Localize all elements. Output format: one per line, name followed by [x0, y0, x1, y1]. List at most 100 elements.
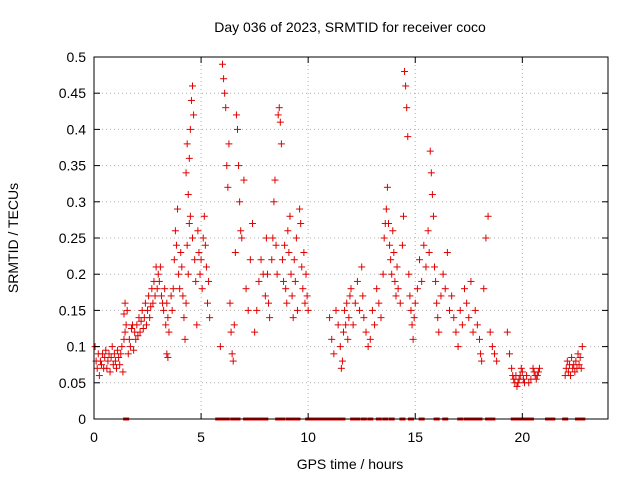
data-point	[125, 335, 133, 343]
data-marks	[91, 60, 586, 390]
data-point	[106, 368, 114, 376]
data-point	[182, 169, 190, 177]
data-point	[137, 317, 145, 325]
data-point	[124, 350, 132, 358]
data-point	[187, 96, 195, 104]
data-point	[290, 256, 298, 264]
data-point	[371, 321, 379, 329]
data-point	[427, 169, 435, 177]
data-point	[115, 353, 123, 361]
data-point	[257, 256, 265, 264]
data-point	[332, 306, 340, 314]
data-point	[349, 321, 357, 329]
data-point	[461, 285, 469, 293]
data-point	[175, 270, 183, 278]
y-tick-label: 0.2	[67, 266, 87, 282]
data-point	[353, 277, 361, 285]
data-point	[394, 285, 402, 293]
data-point	[269, 234, 277, 242]
data-point	[96, 357, 104, 365]
data-point	[182, 299, 190, 307]
data-point	[391, 277, 399, 285]
data-point	[107, 353, 115, 361]
data-point	[399, 212, 407, 220]
data-point	[410, 314, 418, 322]
data-point	[288, 292, 296, 300]
y-tick-label: 0	[78, 411, 86, 427]
data-point	[389, 227, 397, 235]
data-point	[145, 292, 153, 300]
x-axis-title: GPS time / hours	[297, 456, 404, 472]
data-point	[390, 248, 398, 256]
data-point	[439, 270, 447, 278]
data-point	[284, 227, 292, 235]
data-point	[575, 361, 583, 369]
data-point	[228, 350, 236, 358]
data-point	[133, 321, 141, 329]
data-point	[428, 191, 436, 199]
data-point	[265, 299, 273, 307]
data-point	[127, 325, 135, 332]
data-point	[183, 140, 191, 148]
data-point	[164, 353, 172, 361]
data-point	[300, 248, 308, 256]
data-point	[486, 328, 494, 336]
data-point	[345, 314, 353, 322]
data-point	[222, 104, 230, 112]
data-point	[360, 314, 368, 322]
data-point	[184, 191, 192, 199]
data-point	[298, 263, 306, 271]
data-point	[144, 306, 152, 314]
data-point	[183, 241, 191, 249]
data-point	[577, 364, 585, 372]
data-point	[160, 306, 168, 314]
data-point	[190, 111, 198, 119]
data-point	[227, 328, 235, 336]
data-point	[424, 227, 432, 235]
data-point	[174, 205, 182, 213]
data-point	[244, 306, 252, 314]
data-point	[195, 248, 203, 256]
data-point	[513, 382, 521, 390]
data-point	[413, 285, 421, 293]
data-point	[237, 227, 245, 235]
data-point	[567, 372, 575, 380]
data-point	[229, 357, 237, 365]
data-point	[196, 270, 204, 278]
data-point	[141, 299, 149, 307]
data-point	[303, 292, 311, 300]
data-point	[192, 277, 200, 285]
data-point	[299, 285, 307, 293]
data-point	[387, 256, 395, 264]
data-point	[420, 241, 428, 249]
data-point	[467, 277, 475, 285]
data-point	[263, 270, 271, 278]
data-point	[482, 234, 490, 242]
data-point	[246, 256, 254, 264]
data-point	[532, 375, 540, 383]
data-point	[564, 368, 572, 376]
data-point	[185, 154, 193, 162]
data-point	[416, 256, 424, 264]
data-point	[242, 285, 250, 293]
data-point	[384, 220, 392, 228]
data-point	[301, 299, 309, 307]
data-point	[181, 335, 189, 343]
data-point	[535, 364, 543, 372]
data-point	[562, 364, 570, 372]
data-point	[480, 285, 488, 293]
data-point	[534, 368, 542, 376]
data-point	[220, 75, 228, 83]
data-point	[123, 306, 131, 314]
data-point	[199, 234, 207, 242]
data-point	[533, 372, 541, 380]
data-point	[478, 357, 486, 365]
y-tick-label: 0.45	[59, 85, 86, 101]
data-point	[326, 314, 334, 322]
data-point	[205, 277, 213, 285]
data-point	[121, 299, 129, 307]
data-point	[450, 314, 458, 322]
data-point	[517, 364, 525, 372]
data-point	[505, 350, 513, 358]
data-point	[95, 372, 103, 380]
